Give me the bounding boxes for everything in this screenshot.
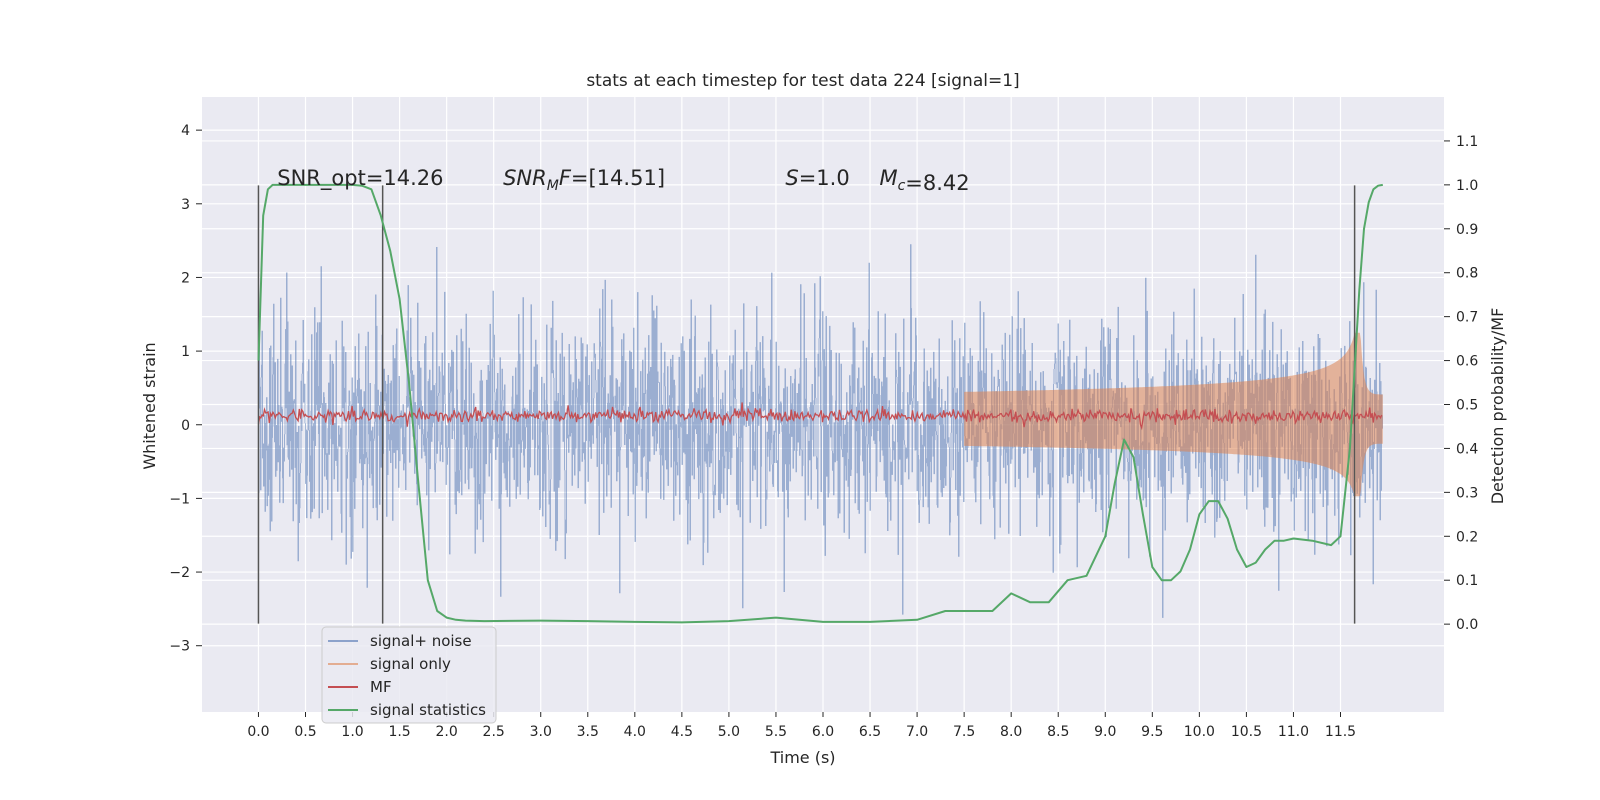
x-tick-label: 4.5 [671,724,693,740]
y-left-tick-label: 1 [181,344,190,360]
y-right-tick-label: 0.8 [1456,266,1478,282]
y-right-axis-label: Detection probability/MF [1488,308,1507,505]
legend-label-2: MF [370,678,392,696]
y-right-tick-label: 0.6 [1456,354,1478,370]
annotation-0: SNR_opt=14.26 [277,166,443,191]
x-axis-ticks: 0.0 0.5 1.0 1.5 2.0 2.5 3.0 3.5 4.0 4.5 5.0 5.5 6.0 6… [247,712,1356,740]
x-tick-label: 11.0 [1278,724,1309,740]
x-tick-label: 0.0 [247,724,269,740]
y-left-tick-label: −1 [169,491,190,507]
x-tick-label: 9.0 [1094,724,1116,740]
y-left-tick-label: −3 [169,639,190,655]
annotation-1: SNRMF=[14.51] [503,166,665,194]
vertical-markers [257,185,1356,624]
y-right-tick-label: 0.2 [1456,529,1478,545]
y-right-tick-label: 0.4 [1456,441,1478,457]
y-left-tick-label: 0 [181,418,190,434]
legend-box [321,626,497,724]
x-tick-label: 1.5 [388,724,410,740]
legend-label-1: signal only [370,655,451,673]
chart-title: stats at each timestep for test data 224… [586,71,1019,91]
y-left-axis-label: Whitened strain [140,342,159,469]
x-tick-label: 1.0 [341,724,363,740]
legend-label-0: signal+ noise [370,632,472,650]
y-left-axis-ticks: −3 −2 −1 0 1 2 3 4 [169,123,202,655]
x-tick-label: 11.5 [1325,724,1356,740]
y-right-tick-label: 0.1 [1456,573,1478,589]
x-tick-label: 5.5 [765,724,787,740]
signal-statistics-line [257,183,1383,624]
x-tick-label: 8.5 [1047,724,1069,740]
x-tick-label: 8.0 [1000,724,1022,740]
x-axis-label: Time (s) [769,748,835,767]
signal-only-fill [964,332,1383,497]
y-right-tick-label: 0.7 [1456,310,1478,326]
x-tick-label: 10.5 [1231,724,1262,740]
y-left-tick-label: −2 [169,565,190,581]
y-right-tick-label: 1.1 [1456,134,1478,150]
x-tick-label: 10.0 [1184,724,1215,740]
y-left-tick-label: 3 [181,197,190,213]
x-tick-label: 3.0 [530,724,552,740]
legend: signal+ noise signal only MF signal statist… [321,626,497,724]
x-tick-label: 7.0 [906,724,928,740]
legend-label-3: signal statistics [370,701,486,719]
y-right-tick-label: 0.3 [1456,485,1478,501]
y-right-tick-label: 0.5 [1456,398,1478,414]
signal-only-series [964,332,1383,497]
signal-statistics-series [257,183,1383,624]
annotation-2: S=1.0 [785,166,849,190]
x-tick-label: 9.5 [1141,724,1163,740]
annotation-3: Mc=8.42 [879,166,969,195]
x-tick-label: 4.0 [624,724,646,740]
x-tick-label: 7.5 [953,724,975,740]
y-left-tick-label: 4 [181,123,190,139]
y-right-axis-ticks: 0.0 0.1 0.2 0.3 0.4 0.5 0.6 0.7 0.8 0.9 1.0 1.1 [1444,134,1478,633]
x-tick-label: 2.0 [436,724,458,740]
y-right-tick-label: 1.0 [1456,178,1478,194]
mf-line [257,402,1383,431]
y-right-tick-label: 0.9 [1456,222,1478,238]
x-tick-label: 6.5 [859,724,881,740]
annotations: SNR_opt=14.26 SNRMF=[14.51] S=1.0 Mc=8.42 [277,166,969,195]
x-tick-label: 2.5 [483,724,505,740]
x-tick-label: 6.0 [812,724,834,740]
x-tick-label: 5.0 [718,724,740,740]
mf-series [257,402,1383,431]
y-right-tick-label: 0.0 [1456,617,1478,633]
x-tick-label: 0.5 [294,724,316,740]
x-tick-label: 3.5 [577,724,599,740]
y-left-tick-label: 2 [181,270,190,286]
